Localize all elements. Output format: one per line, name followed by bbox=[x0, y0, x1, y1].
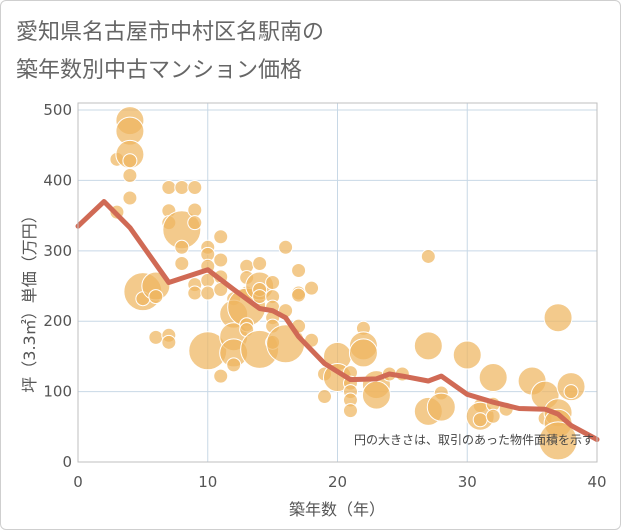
y-tick-label: 100 bbox=[43, 383, 72, 401]
bubble-point bbox=[348, 338, 378, 368]
axes bbox=[77, 102, 598, 463]
bubble-point bbox=[472, 412, 488, 428]
chart-title-line-1: 愛知県名古屋市中村区名駅南の bbox=[16, 20, 325, 45]
bubble-point bbox=[187, 215, 203, 231]
bubble-point bbox=[161, 334, 177, 350]
bubble-point bbox=[226, 357, 242, 373]
y-tick-label: 0 bbox=[62, 453, 72, 471]
y-tick-label: 400 bbox=[43, 171, 72, 189]
bubble-point bbox=[148, 329, 164, 345]
bubble-point bbox=[252, 255, 268, 271]
bubble-point bbox=[265, 275, 281, 290]
bubble-point bbox=[213, 252, 229, 268]
bubble-point bbox=[161, 179, 177, 195]
chart-title-line-2: 築年数別中古マンション価格 bbox=[16, 58, 303, 83]
bubble-point bbox=[538, 421, 578, 461]
plot-border bbox=[77, 102, 598, 463]
bubble-point bbox=[452, 340, 482, 370]
bubble-point bbox=[187, 285, 203, 301]
trend-line bbox=[75, 199, 600, 442]
bubble-point bbox=[122, 153, 138, 169]
bubble-point bbox=[478, 363, 508, 393]
x-tick-label: 10 bbox=[198, 473, 217, 491]
bubble-point bbox=[342, 403, 358, 419]
bubble-point bbox=[200, 285, 216, 301]
x-tick-label: 20 bbox=[328, 473, 347, 491]
bubble-point bbox=[291, 263, 307, 279]
bubble-point bbox=[148, 289, 164, 305]
bubble-point bbox=[543, 303, 573, 333]
bubble-point bbox=[563, 384, 579, 400]
bubble-point bbox=[122, 168, 138, 184]
bubble-point bbox=[317, 389, 333, 405]
x-tick-label: 30 bbox=[458, 473, 477, 491]
bubble-point bbox=[413, 331, 443, 361]
bubble-point bbox=[252, 289, 268, 305]
y-axis-label: 坪（3.3㎡）単価（万円） bbox=[20, 207, 39, 392]
bubble-point bbox=[426, 392, 456, 422]
bubble-point bbox=[213, 229, 229, 245]
bubble-point bbox=[420, 248, 436, 264]
bubble-point bbox=[485, 408, 501, 424]
y-tick-label: 500 bbox=[43, 101, 72, 119]
bubble-point bbox=[213, 368, 229, 384]
x-tick-label: 0 bbox=[73, 473, 83, 491]
size-legend-note: 円の大きさは、取引のあった物件面積を示す bbox=[354, 432, 594, 447]
bubble-point bbox=[174, 179, 190, 195]
bubble-series bbox=[109, 106, 586, 461]
y-tick-label: 300 bbox=[43, 242, 72, 260]
bubble-point bbox=[304, 280, 320, 296]
bubble-point bbox=[187, 179, 203, 195]
bubble-point bbox=[278, 239, 294, 255]
x-axis-label: 築年数（年） bbox=[289, 500, 385, 519]
bubble-point bbox=[361, 380, 391, 410]
x-tick-label: 40 bbox=[587, 473, 606, 491]
y-tick-label: 200 bbox=[43, 312, 72, 330]
bubble-point bbox=[291, 287, 307, 303]
bubble-point bbox=[187, 202, 203, 218]
chart-title: 愛知県名古屋市中村区名駅南の 築年数別中古マンション価格 bbox=[16, 14, 324, 90]
bubble-point bbox=[122, 190, 138, 206]
bubble-point bbox=[174, 255, 190, 271]
bubble-point bbox=[174, 239, 190, 255]
trend-series bbox=[75, 199, 600, 442]
